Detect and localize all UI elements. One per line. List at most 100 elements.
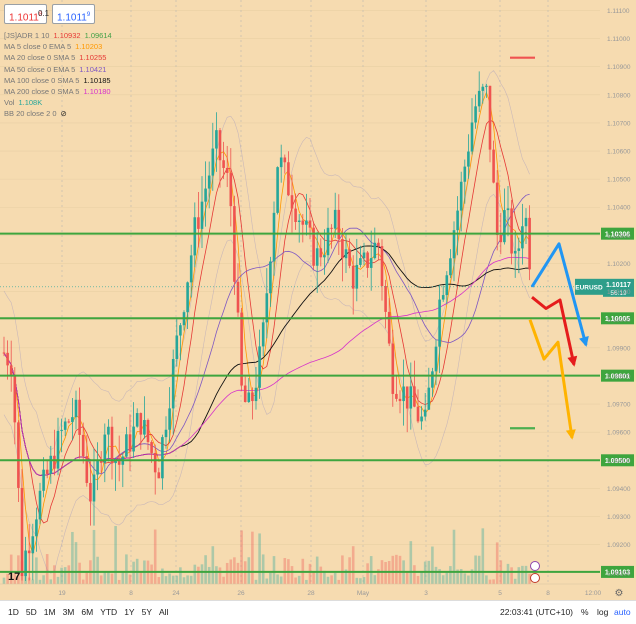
price-axis[interactable]: 1.11100 1.11000 1.10900 1.10800 1.10700 1.106… [607, 8, 631, 577]
us-flag-event-icon [530, 573, 540, 583]
volume-bar [179, 567, 182, 584]
candle-body [92, 474, 96, 502]
y-tick-label: 1.09400 [607, 486, 631, 493]
percent-toggle[interactable]: % [581, 607, 589, 617]
candle-body [510, 208, 513, 254]
volume-bar [92, 529, 96, 584]
sell-price-box[interactable]: 1.10118 [4, 4, 48, 24]
candle-body [85, 456, 89, 483]
price-chart[interactable]: 1.10306 1.10005 1.09801 1.09500 1.09103 EURUS… [0, 0, 636, 600]
candle-body [222, 160, 225, 168]
misc-marks: 17 [8, 561, 540, 583]
volume-bar [99, 575, 103, 584]
time-axis[interactable]: 19 8 24 26 28 May 3 5 8 12:00 ⚙ [0, 583, 624, 599]
legend-value: 1.09614 [84, 31, 112, 40]
volume-bar [222, 576, 225, 584]
legend-value: 1.108K [18, 98, 43, 108]
volume-bar [337, 579, 341, 584]
candle-body [53, 455, 56, 469]
volume-bar [56, 576, 60, 584]
candle-body [423, 409, 427, 417]
range-button[interactable]: YTD [100, 607, 118, 617]
volume-bar [524, 565, 528, 584]
volume-bar [434, 566, 438, 584]
auto-toggle[interactable]: auto [614, 607, 631, 617]
candle-body [413, 386, 416, 407]
x-tick-label: 12:00 [585, 590, 602, 597]
candle-body [369, 258, 373, 268]
candle-body [107, 426, 110, 435]
range-button[interactable]: 5Y [141, 607, 152, 617]
volume-bar [330, 575, 333, 584]
buy-price-box[interactable]: 1.10119 [52, 4, 96, 24]
candle-body [81, 434, 85, 457]
projection-arrow-blue [530, 242, 588, 346]
range-button[interactable]: 1M [43, 607, 56, 617]
current-price-tag [603, 278, 634, 297]
legend-value: 1.10180 [83, 87, 111, 97]
x-tick-label: 28 [307, 590, 315, 597]
volume-bar [200, 564, 204, 584]
candle-body [459, 181, 463, 211]
volume-bar [197, 566, 200, 584]
legend-row: [JS]ADR 1 10 1.10932 1.09614 [4, 30, 112, 41]
range-button[interactable]: 3M [62, 607, 75, 617]
level-price-tag [601, 227, 634, 240]
candle-body [243, 385, 247, 402]
volume-bar [175, 575, 179, 584]
volume-bar [31, 579, 35, 584]
y-tick-label: 1.10600 [607, 149, 631, 156]
level-price-label: 1.10005 [605, 316, 630, 323]
volume-bar [164, 576, 168, 584]
candle-body [240, 312, 243, 386]
volume-bar [53, 565, 56, 584]
range-button[interactable]: 1Y [124, 607, 135, 617]
candle-body [492, 149, 495, 183]
volume-bar [153, 529, 157, 584]
volume-bar [359, 578, 362, 584]
legend-value: 1.10932 [53, 31, 81, 40]
candle-body [398, 398, 402, 402]
volume-bar [290, 566, 294, 584]
gear-icon[interactable]: ⚙ [615, 588, 624, 599]
candle-body [103, 434, 107, 463]
candle-body [157, 472, 161, 479]
range-button[interactable]: 1D [8, 607, 19, 617]
candle-body [312, 227, 315, 266]
candle-body [366, 252, 369, 268]
volume-bar [477, 555, 481, 584]
candle-body [197, 217, 200, 229]
range-button[interactable]: All [159, 607, 169, 617]
volume-bar [348, 557, 351, 584]
volume-bar [2, 577, 6, 584]
volume-bar [251, 531, 254, 584]
candle-body [99, 460, 103, 463]
volume-bar [125, 554, 128, 584]
candle-body [45, 469, 49, 474]
clock-time[interactable]: 22:03:41 (UTC+10) [500, 607, 573, 617]
log-toggle[interactable]: log [597, 607, 609, 617]
candle-body [485, 85, 488, 87]
volume-bar [395, 554, 398, 584]
range-button[interactable]: 6M [81, 607, 94, 617]
volume-bar [265, 578, 269, 584]
candle-body [297, 220, 301, 223]
candle-body [24, 550, 27, 577]
horizontal-levels[interactable]: 1.10306 1.10005 1.09801 1.09500 1.09103 EURUS… [0, 56, 634, 578]
legend-label: MA 50 close 0 EMA 5 [4, 64, 76, 74]
range-button[interactable]: 5D [25, 607, 37, 617]
eye-off-icon[interactable]: ⊘ [60, 109, 67, 119]
candle-body [438, 299, 441, 347]
candle-body [125, 434, 128, 457]
candle-body [17, 422, 20, 488]
legend-row: MA 5 close 0 EMA 5 1.10203 [4, 41, 112, 52]
x-tick-label: 8 [129, 590, 133, 597]
buy-price: 1.1011 [57, 12, 87, 24]
candle-body [132, 426, 135, 452]
level-price-tag [601, 312, 634, 325]
x-tick-label: 19 [58, 590, 66, 597]
projection-arrow-red [531, 296, 576, 366]
y-tick-label: 1.10200 [607, 261, 631, 268]
volume-bar [27, 577, 31, 584]
candle-body [287, 162, 290, 196]
